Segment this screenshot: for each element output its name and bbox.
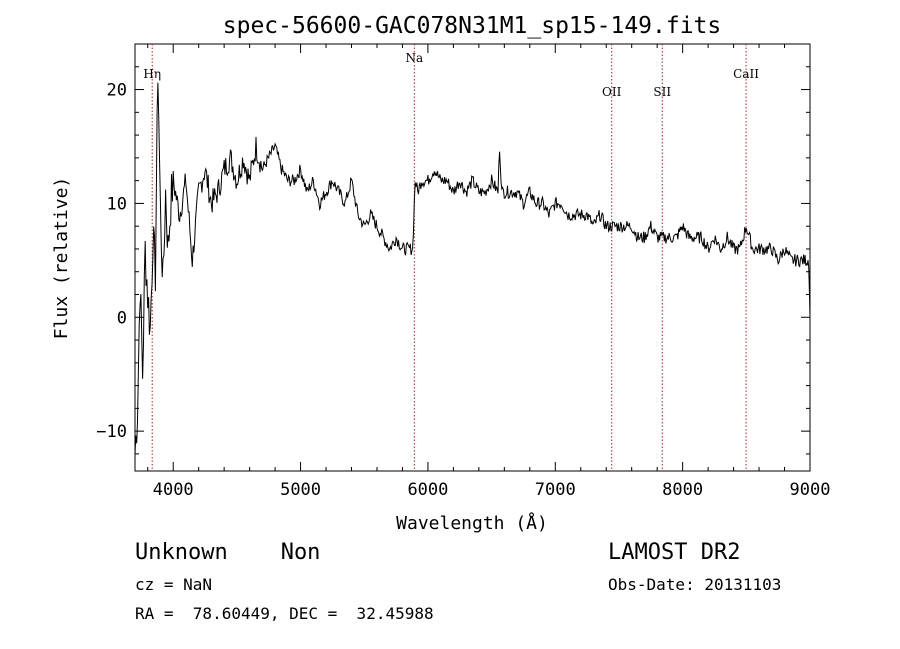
object-name: Unknown Non: [135, 540, 320, 565]
y-tick-label: −10: [96, 422, 127, 442]
x-tick-label: 5000: [280, 480, 321, 500]
emission-line-label: SII: [653, 85, 671, 99]
axis-ticks: 4000 5000 6000 7000 8000 9000 −10 0 10 20: [96, 44, 830, 500]
emission-lines: Hη Na OII SII CaII: [143, 44, 759, 471]
redshift-value: cz = NaN: [135, 575, 212, 594]
x-axis-label: Wavelength (Å): [396, 512, 548, 534]
observation-date: Obs-Date: 20131103: [608, 575, 781, 594]
emission-line-label: Hη: [143, 67, 161, 81]
plot-frame: [134, 43, 811, 472]
chart-title: spec-56600-GAC078N31M1_sp15-149.fits: [223, 13, 722, 39]
y-tick-label: 20: [107, 81, 127, 101]
y-tick-label: 10: [107, 194, 127, 214]
x-tick-label: 9000: [790, 480, 831, 500]
coordinates: RA = 78.60449, DEC = 32.45988: [135, 604, 434, 623]
emission-line-label: CaII: [733, 67, 759, 81]
spectrum-line: [134, 82, 811, 455]
x-tick-label: 4000: [153, 480, 194, 500]
x-tick-label: 7000: [535, 480, 576, 500]
emission-line-label: Na: [405, 51, 423, 65]
x-tick-label: 8000: [662, 480, 703, 500]
x-tick-label: 6000: [407, 480, 448, 500]
y-axis-label: Flux (relative): [51, 177, 72, 340]
survey-name: LAMOST DR2: [608, 540, 740, 565]
emission-line-label: OII: [602, 85, 622, 99]
y-tick-label: 0: [117, 308, 127, 328]
